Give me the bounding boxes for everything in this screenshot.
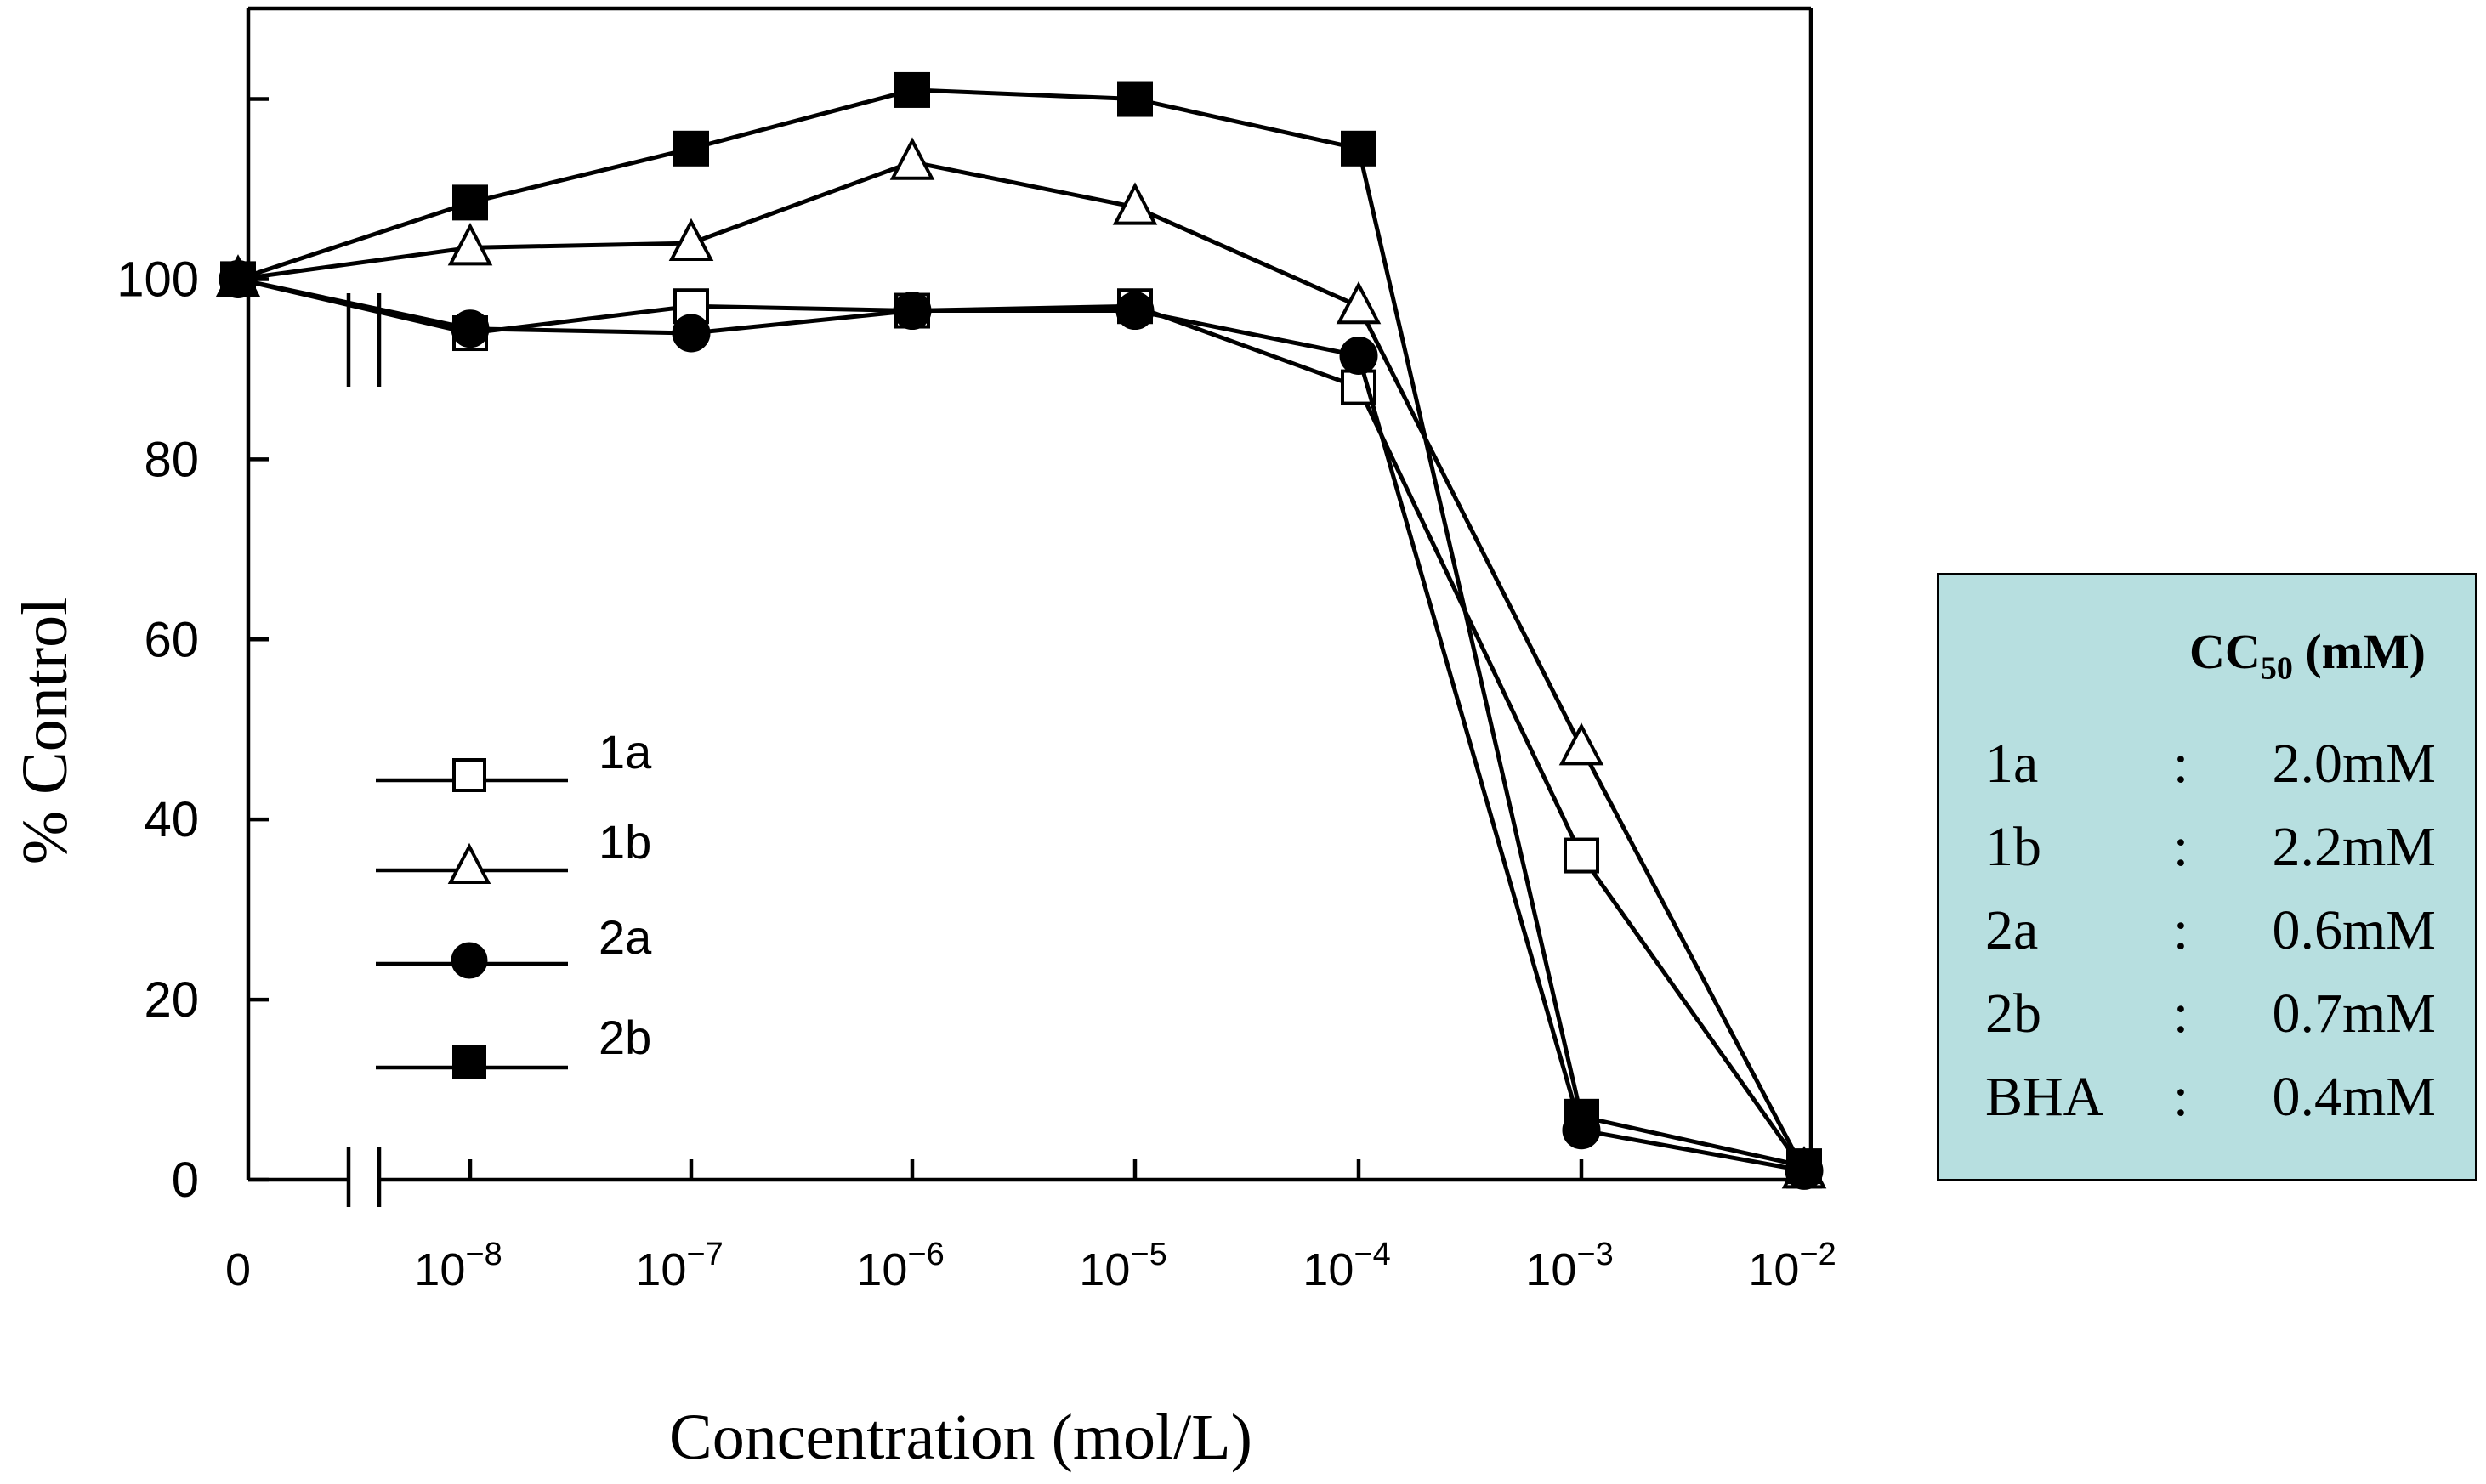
y-tick-label: 40 [144,792,199,847]
cc50-value: 0.6mM [2272,899,2436,961]
cc50-compound: 1a [1985,733,2039,795]
cc50-value: 2.0mM [2272,733,2436,795]
cc50-value: 0.7mM [2272,983,2436,1045]
data-point [220,261,256,297]
legend-item: 2a [376,910,652,979]
x-tick-label: 10−3 [1525,1237,1613,1295]
data-point [1341,130,1376,167]
cc50-title-main: CC [2189,624,2261,679]
legend-marker [452,1045,486,1079]
data-point [1786,1148,1822,1185]
cc50-title: CC50 (mM) [2189,623,2426,688]
data-point [1117,81,1153,117]
y-axis-label: % Control [9,598,81,865]
cc50-value: 0.4mM [2272,1066,2436,1128]
data-point [673,130,709,167]
legend-label: 2b [599,1011,651,1064]
legend: 1a 1b 2a 2b [376,725,652,1079]
data-point [893,292,932,331]
y-axis: 0 20 40 60 80 100 [116,97,269,1208]
data-point [668,218,714,262]
x-tick-label: 10−2 [1748,1237,1836,1295]
x-tick-label: 10−7 [635,1237,723,1295]
cc50-colon: : [2172,816,2189,878]
data-point [1558,722,1604,766]
data-point [451,309,490,348]
cc50-value: 2.2mM [2272,816,2436,878]
x-axis-label: Concentration (mol/L) [669,1402,1252,1473]
legend-label: 1b [599,815,651,869]
series-2b [220,71,1822,1185]
cc50-compound: 2b [1985,983,2041,1045]
data-point [1339,337,1378,376]
data-point [1336,280,1382,325]
y-tick-label: 60 [144,612,199,667]
series-line [237,88,1805,1169]
data-point [889,137,935,180]
cc50-title-unit: (mM) [2292,624,2426,679]
legend-marker [447,842,491,884]
cc50-colon: : [2172,733,2189,795]
cc50-colon: : [2172,983,2189,1045]
x-tick-label: 10−5 [1079,1237,1166,1295]
y-tick-label: 0 [172,1153,199,1208]
x-tick-label: 0 [225,1244,251,1295]
data-point [452,184,488,221]
data-point [1564,837,1599,874]
cc50-title-subscript: 50 [2260,650,2293,687]
x-tick-label: 10−6 [856,1237,944,1295]
data-point [1115,292,1155,331]
series-1b [215,137,1827,1189]
legend-item: 1b [376,815,651,884]
data-point [1112,182,1158,225]
legend-label: 1a [599,725,652,779]
cc50-compound: 2a [1985,899,2039,961]
cc50-row: 2a: 0.6mM [1985,898,2436,963]
cc50-compound: 1b [1985,816,2041,878]
cc50-compound: BHA [1985,1066,2104,1128]
legend-item: 2b [376,1011,651,1079]
plot-frame [246,6,1813,1180]
cc50-colon: : [2172,899,2189,961]
cc50-row: 1b: 2.2mM [1985,815,2436,880]
legend-marker [451,942,488,979]
cc50-colon: : [2172,1066,2189,1128]
cc50-row: BHA: 0.4mM [1985,1065,2436,1130]
data-point [894,71,930,108]
y-tick-label: 20 [144,972,199,1028]
x-tick-label: 10−8 [414,1237,502,1295]
data-point [447,223,493,266]
series-line [237,276,1805,1173]
series-line [237,160,1807,1172]
cc50-row: 1a: 2.0mM [1985,732,2436,796]
x-axis: 0 10−8 10−7 10−6 10−5 10−4 10−3 10−2 [225,293,1836,1295]
cc50-row: 2b: 0.7mM [1985,982,2436,1046]
data-point [1564,1098,1599,1135]
data-point [672,314,711,353]
legend-marker [452,758,486,792]
series-layer [215,71,1827,1190]
cc50-summary-box: CC50 (mM) 1a: 2.0mM 1b: 2.2mM 2a: 0.6mM 2b:… [1937,573,2477,1181]
y-tick-label: 100 [116,252,199,307]
x-tick-label: 10−4 [1303,1237,1390,1295]
legend-label: 2a [599,910,652,964]
y-tick-label: 80 [144,432,199,487]
legend-item: 1a [376,725,652,792]
